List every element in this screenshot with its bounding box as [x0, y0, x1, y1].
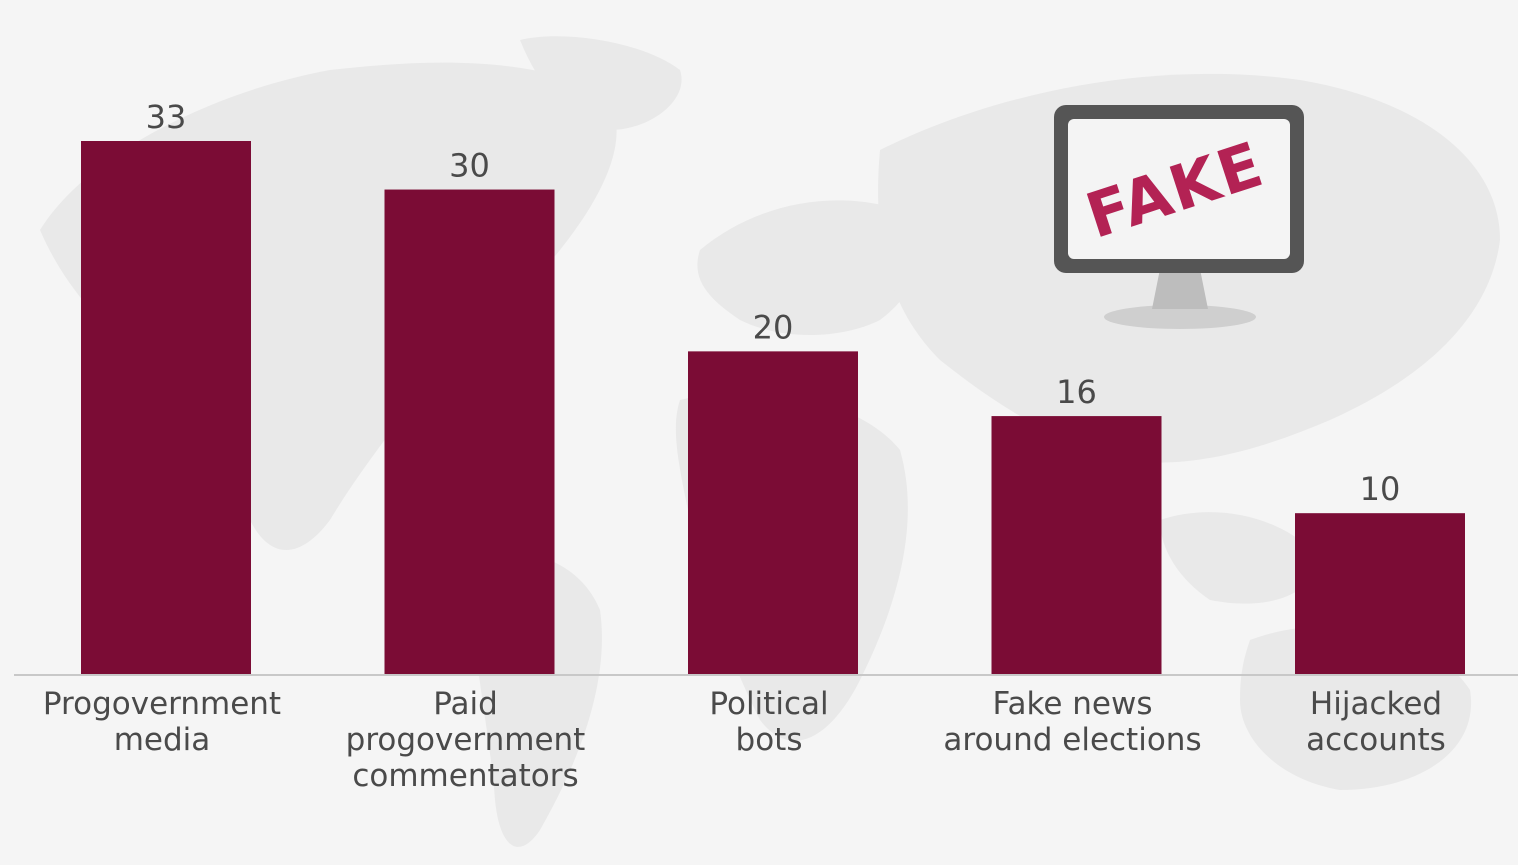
category-label-0: Progovernment media: [43, 686, 281, 758]
category-label-1-line-2: commentators: [352, 758, 578, 794]
category-label-1: Paid progovernment commentators: [346, 686, 586, 794]
category-label-1-line-0: Paid: [433, 686, 498, 722]
category-label-0-line-0: Progovernment: [43, 686, 281, 722]
bar-2: [688, 351, 858, 675]
bar-4: [1295, 513, 1465, 675]
category-label-4-line-1: accounts: [1306, 722, 1446, 758]
category-labels-group: Progovernment media Paid progovernment comme…: [43, 686, 1446, 794]
value-label-2: 20: [753, 308, 794, 346]
category-label-4: Hijacked accounts: [1306, 686, 1446, 758]
category-label-0-line-1: media: [114, 722, 211, 758]
bar-1: [384, 189, 555, 675]
category-label-4-line-0: Hijacked: [1310, 686, 1442, 722]
bar-3: [991, 416, 1162, 675]
category-label-3: Fake news around elections: [943, 686, 1201, 758]
monitor-icon: FAKE: [1054, 105, 1304, 329]
value-label-3: 16: [1056, 373, 1097, 411]
category-label-2-line-0: Political: [709, 686, 828, 722]
bar-0: [81, 141, 251, 675]
category-label-3-line-1: around elections: [943, 722, 1201, 758]
value-label-4: 10: [1360, 470, 1401, 508]
category-label-2: Political bots: [709, 686, 828, 758]
bars-group: [81, 141, 1465, 675]
category-label-1-line-1: progovernment: [346, 722, 586, 758]
value-label-1: 30: [449, 147, 490, 185]
value-label-0: 33: [146, 98, 187, 136]
category-label-2-line-1: bots: [736, 722, 803, 758]
value-labels-group: 33 30 20 16 10: [146, 98, 1401, 508]
category-label-3-line-0: Fake news: [993, 686, 1153, 722]
